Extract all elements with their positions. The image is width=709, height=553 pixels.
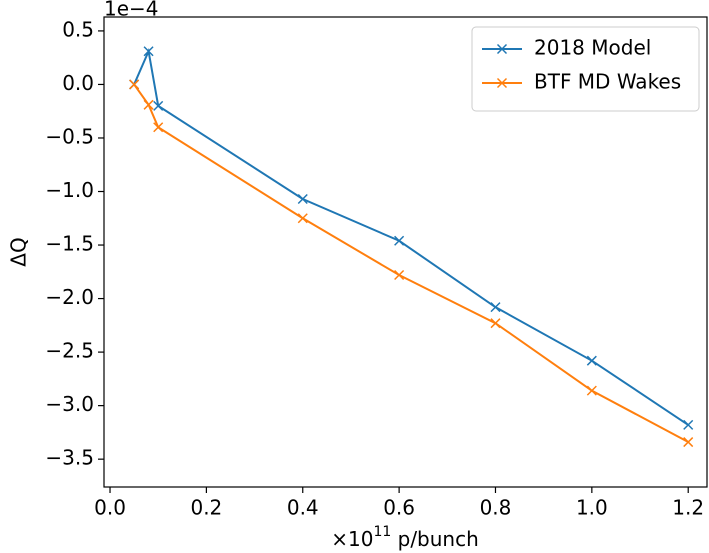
legend-label: BTF MD Wakes bbox=[534, 70, 681, 94]
marker bbox=[683, 437, 694, 448]
x-tick-label: 1.2 bbox=[672, 496, 704, 520]
x-tick-label: 0.4 bbox=[287, 496, 319, 520]
y-tick-label: −1.0 bbox=[45, 178, 94, 202]
marker bbox=[490, 302, 501, 313]
marker bbox=[490, 318, 501, 329]
y-offset-label: 1e−4 bbox=[104, 0, 159, 21]
x-tick-label: 0.6 bbox=[383, 496, 415, 520]
legend-marker bbox=[496, 43, 508, 55]
y-tick-label: −3.0 bbox=[45, 392, 94, 416]
x-axis-label: ×1011 p/bunch bbox=[331, 524, 479, 551]
x-tick-label: 1.0 bbox=[576, 496, 608, 520]
series-line bbox=[133, 47, 689, 426]
series-line bbox=[133, 83, 689, 443]
y-tick-label: 0.5 bbox=[62, 17, 94, 41]
y-tick-label: −2.0 bbox=[45, 285, 94, 309]
x-tick-label: 0.8 bbox=[480, 496, 512, 520]
marker bbox=[129, 79, 140, 90]
marker bbox=[297, 193, 308, 205]
legend-box bbox=[471, 26, 700, 112]
marker bbox=[297, 213, 308, 224]
x-tick-label: 0.0 bbox=[94, 496, 126, 520]
marker bbox=[153, 100, 164, 111]
marker bbox=[586, 355, 597, 366]
x-tick-label: 0.2 bbox=[190, 496, 222, 520]
legend-marker bbox=[496, 77, 508, 89]
legend-label: 2018 Model bbox=[534, 36, 651, 60]
x-label-text: p/bunch bbox=[391, 527, 479, 551]
y-tick-label: −0.5 bbox=[45, 124, 94, 148]
marker bbox=[143, 99, 154, 110]
marker bbox=[394, 235, 405, 246]
x-label-exponent: 11 bbox=[373, 524, 391, 540]
marker bbox=[143, 46, 154, 57]
marker bbox=[586, 385, 597, 396]
plot-frame bbox=[103, 16, 708, 488]
y-tick-label: 0.0 bbox=[62, 71, 94, 95]
y-tick-label: −2.5 bbox=[45, 339, 94, 363]
x-label-base: ×10 bbox=[331, 527, 373, 551]
y-tick-label: −3.5 bbox=[45, 446, 94, 470]
marker bbox=[394, 269, 405, 281]
marker bbox=[153, 122, 164, 133]
marker bbox=[683, 419, 694, 430]
y-tick-label: −1.5 bbox=[45, 232, 94, 256]
y-axis-label: ΔQ bbox=[7, 237, 31, 266]
